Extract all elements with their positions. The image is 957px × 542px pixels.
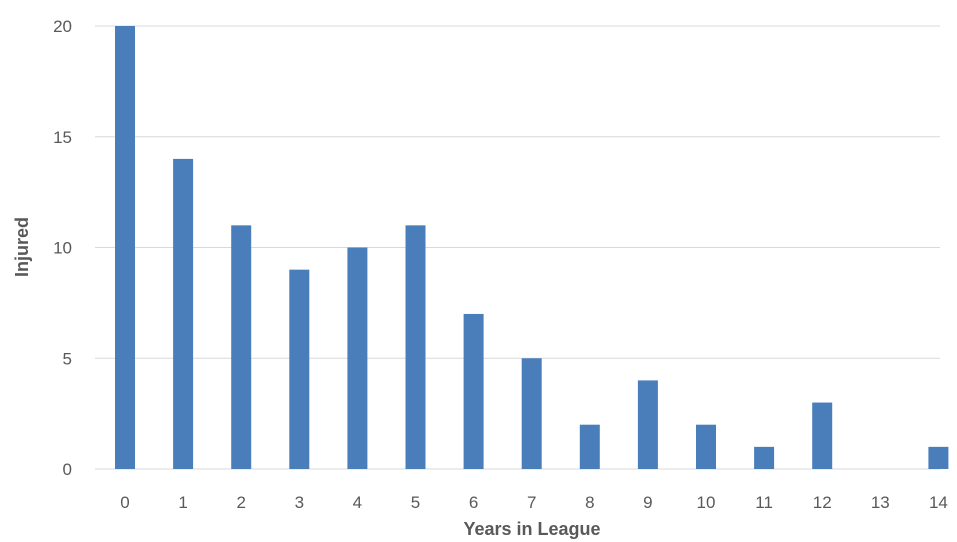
x-tick-label: 14 [929, 493, 948, 512]
x-tick-labels: 0 1 2 3 4 5 6 7 8 9 10 11 12 13 14 [120, 493, 948, 512]
bar-0 [115, 26, 135, 469]
x-tick-label: 8 [585, 493, 594, 512]
bars [115, 26, 949, 469]
bar-11 [754, 446, 775, 469]
x-tick-label: 6 [469, 493, 478, 512]
x-tick-label: 10 [697, 493, 716, 512]
y-tick-label: 20 [53, 17, 72, 36]
bar-3 [289, 269, 310, 469]
y-tick-label: 0 [63, 460, 72, 479]
x-axis-title: Years in League [463, 519, 600, 539]
bar-9 [637, 380, 658, 469]
y-tick-label: 15 [53, 128, 72, 147]
x-tick-label: 1 [178, 493, 187, 512]
x-tick-label: 11 [755, 493, 773, 512]
bar-14 [928, 446, 949, 469]
bar-5 [405, 225, 426, 469]
x-tick-label: 0 [120, 493, 129, 512]
bar-7 [521, 358, 542, 469]
y-tick-label: 5 [63, 349, 72, 368]
bar-1 [173, 158, 194, 469]
x-tick-label: 12 [813, 493, 832, 512]
x-tick-label: 13 [871, 493, 890, 512]
x-tick-label: 3 [295, 493, 304, 512]
x-tick-label: 9 [643, 493, 652, 512]
x-tick-label: 7 [527, 493, 536, 512]
bar-6 [463, 313, 484, 469]
x-tick-label: 2 [236, 493, 245, 512]
bar-4 [347, 247, 368, 469]
bar-10 [696, 424, 716, 469]
y-tick-labels: 0 5 10 15 20 [53, 17, 72, 479]
bar-8 [579, 424, 600, 469]
y-tick-label: 10 [53, 239, 72, 258]
x-tick-label: 4 [353, 493, 362, 512]
bar-2 [231, 225, 252, 469]
bar-12 [812, 402, 833, 469]
x-tick-label: 5 [411, 493, 420, 512]
y-axis-title: Injured [12, 217, 32, 277]
